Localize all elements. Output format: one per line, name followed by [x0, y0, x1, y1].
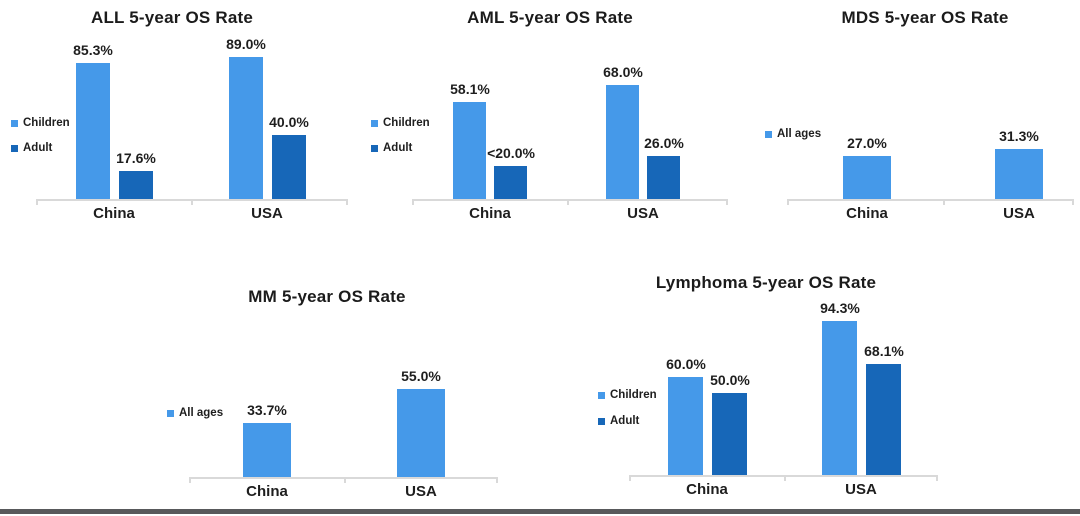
bar-adult-china [119, 171, 153, 199]
bar-children-usa [229, 57, 263, 199]
axis-tick [787, 199, 789, 205]
legend-item-all-ages: All ages [167, 407, 223, 420]
axis-label-china: China [469, 205, 511, 222]
axis-label-usa: USA [251, 205, 283, 222]
x-axis-line [412, 199, 726, 201]
value-label-all-ages-china: 33.7% [247, 402, 287, 418]
legend-swatch-icon [11, 120, 18, 127]
value-label-children-china: 58.1% [450, 81, 490, 97]
axis-label-china: China [93, 205, 135, 222]
value-label-children-china: 60.0% [666, 356, 706, 372]
chart-title-all: ALL 5-year OS Rate [90, 8, 254, 27]
legend-label: Children [383, 117, 430, 129]
legend-swatch-icon [11, 145, 18, 152]
value-label-all-ages-usa: 31.3% [999, 128, 1039, 144]
bar-adult-usa [272, 135, 306, 199]
x-axis-line [629, 475, 936, 477]
bar-children-usa [606, 85, 639, 199]
x-axis-line [36, 199, 346, 201]
value-label-adult-china: 50.0% [710, 372, 750, 388]
axis-tick [943, 199, 945, 205]
axis-tick [1072, 199, 1074, 205]
axis-tick [36, 199, 38, 205]
legend-label: Adult [383, 142, 413, 154]
legend-label: Children [23, 117, 70, 129]
axis-label-china: China [246, 483, 288, 500]
legend-item-children: Children [371, 117, 430, 130]
bar-all-ages-usa [995, 149, 1043, 199]
legend-item-adult: Adult [11, 142, 52, 155]
bar-all-ages-usa [397, 389, 445, 477]
value-label-children-usa: 89.0% [226, 36, 266, 52]
bar-children-china [453, 102, 486, 199]
bar-children-china [76, 63, 110, 199]
x-axis-line [787, 199, 1072, 201]
legend-item-children: Children [11, 117, 70, 130]
bar-all-ages-china [243, 423, 291, 477]
axis-tick [191, 199, 193, 205]
legend-swatch-icon [167, 410, 174, 417]
bar-adult-china [712, 393, 747, 475]
axis-tick [346, 199, 348, 205]
legend-swatch-icon [598, 392, 605, 399]
value-label-adult-usa: 26.0% [644, 135, 684, 151]
axis-tick [936, 475, 938, 481]
axis-label-china: China [686, 481, 728, 498]
value-label-adult-china: <20.0% [487, 145, 535, 161]
bar-adult-china [494, 166, 527, 199]
legend-item-children: Children [598, 389, 657, 402]
bar-children-china [668, 377, 703, 475]
legend-swatch-icon [371, 145, 378, 152]
axis-tick [784, 475, 786, 481]
bar-all-ages-china [843, 156, 891, 199]
chart-title-mds: MDS 5-year OS Rate [841, 8, 1009, 27]
bar-children-usa [822, 321, 857, 475]
legend-label: Adult [23, 142, 53, 154]
legend-swatch-icon [371, 120, 378, 127]
axis-label-usa: USA [845, 481, 877, 498]
axis-label-usa: USA [627, 205, 659, 222]
value-label-all-ages-china: 27.0% [847, 135, 887, 151]
axis-tick [726, 199, 728, 205]
legend-swatch-icon [598, 418, 605, 425]
value-label-adult-usa: 40.0% [269, 114, 309, 130]
chart-title-aml: AML 5-year OS Rate [467, 8, 633, 27]
chart-title-lymphoma: Lymphoma 5-year OS Rate [655, 273, 877, 292]
legend-item-all-ages: All ages [765, 128, 821, 141]
value-label-children-usa: 94.3% [820, 300, 860, 316]
axis-tick [567, 199, 569, 205]
axis-tick [496, 477, 498, 483]
axis-tick [189, 477, 191, 483]
value-label-all-ages-usa: 55.0% [401, 368, 441, 384]
value-label-children-usa: 68.0% [603, 64, 643, 80]
x-axis-line [189, 477, 496, 479]
axis-label-usa: USA [1003, 205, 1035, 222]
legend-label: Children [610, 389, 657, 401]
axis-tick [629, 475, 631, 481]
legend-swatch-icon [765, 131, 772, 138]
bar-adult-usa [647, 156, 680, 199]
axis-label-china: China [846, 205, 888, 222]
legend-item-adult: Adult [371, 142, 412, 155]
bar-adult-usa [866, 364, 901, 475]
legend-item-adult: Adult [598, 415, 639, 428]
legend-label: All ages [179, 407, 224, 419]
legend-label: Adult [610, 415, 640, 427]
bottom-divider-bar [0, 509, 1080, 514]
value-label-children-china: 85.3% [73, 42, 113, 58]
value-label-adult-usa: 68.1% [864, 343, 904, 359]
axis-tick [412, 199, 414, 205]
axis-tick [344, 477, 346, 483]
legend-label: All ages [777, 128, 822, 140]
value-label-adult-china: 17.6% [116, 150, 156, 166]
chart-title-mm: MM 5-year OS Rate [248, 287, 406, 306]
axis-label-usa: USA [405, 483, 437, 500]
